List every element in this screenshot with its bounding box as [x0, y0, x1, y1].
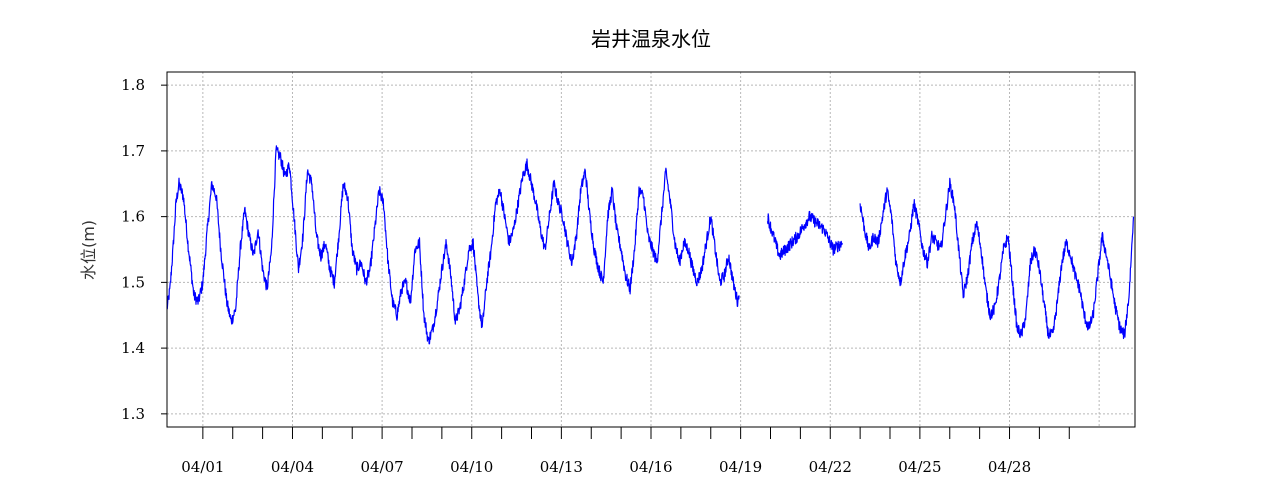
- y-tick-label: 1.8: [121, 76, 145, 94]
- x-tick-label: 04/19: [719, 458, 762, 476]
- x-tick-label: 04/04: [271, 458, 314, 476]
- x-tick-label: 04/28: [988, 458, 1031, 476]
- x-tick-label: 04/10: [450, 458, 493, 476]
- series-line: [166, 145, 740, 345]
- y-tick-label: 1.5: [121, 273, 145, 291]
- y-tick-label: 1.4: [121, 339, 145, 357]
- chart-title: 岩井温泉水位: [591, 27, 711, 51]
- x-tick-label: 04/01: [181, 458, 224, 476]
- series-line: [859, 177, 1135, 340]
- x-tick-label: 04/22: [809, 458, 852, 476]
- series-layer: [166, 145, 1135, 345]
- y-axis: 1.3 1.4 1.5 1.6 1.7 1.8: [121, 76, 167, 423]
- y-axis-label: 水位(m): [79, 220, 98, 280]
- x-tick-label: 04/16: [629, 458, 672, 476]
- x-tick-label: 04/07: [360, 458, 403, 476]
- x-tick-label: 04/25: [898, 458, 941, 476]
- y-tick-label: 1.6: [121, 208, 145, 226]
- x-tick-label: 04/13: [540, 458, 583, 476]
- y-tick-label: 1.7: [121, 142, 145, 160]
- series-line: [766, 210, 843, 260]
- y-tick-label: 1.3: [121, 405, 145, 423]
- x-axis: 04/01 04/04 04/07 04/10 04/13 04/16 04/19 04/22…: [181, 427, 1070, 476]
